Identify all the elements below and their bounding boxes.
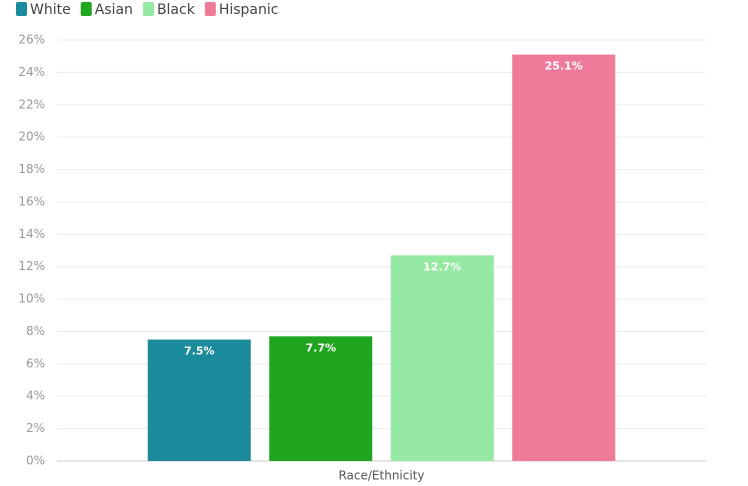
legend-label: Black xyxy=(157,2,196,18)
data-label: 25.1% xyxy=(545,60,583,73)
y-tick-label: 24% xyxy=(18,65,45,79)
legend-label: Asian xyxy=(95,2,133,18)
legend-label: Hispanic xyxy=(219,2,279,18)
y-tick-label: 0% xyxy=(26,454,45,468)
legend-swatch xyxy=(142,2,154,16)
y-tick-label: 18% xyxy=(18,162,45,176)
legend-swatch xyxy=(204,2,216,16)
bar xyxy=(147,339,251,461)
y-tick-label: 4% xyxy=(26,389,45,403)
legend-swatch xyxy=(16,2,27,16)
bar xyxy=(269,336,373,461)
y-tick-label: 14% xyxy=(18,227,45,241)
y-tick-label: 26% xyxy=(18,33,45,47)
x-axis-label: Race/Ethnicity xyxy=(338,469,424,483)
data-label: 12.7% xyxy=(423,260,461,273)
legend-label: White xyxy=(30,2,71,18)
y-tick-label: 20% xyxy=(18,130,45,144)
y-tick-label: 12% xyxy=(18,259,45,273)
y-tick-label: 22% xyxy=(18,97,45,111)
y-tick-label: 8% xyxy=(26,324,45,338)
bar xyxy=(512,54,616,461)
data-label: 7.5% xyxy=(184,345,215,358)
y-tick-label: 10% xyxy=(18,292,45,306)
y-tick-label: 2% xyxy=(26,421,45,435)
y-tick-label: 6% xyxy=(26,356,45,370)
y-tick-label: 16% xyxy=(18,194,45,208)
data-label: 7.7% xyxy=(305,341,336,354)
bar xyxy=(390,255,494,461)
legend-swatch xyxy=(80,2,92,16)
